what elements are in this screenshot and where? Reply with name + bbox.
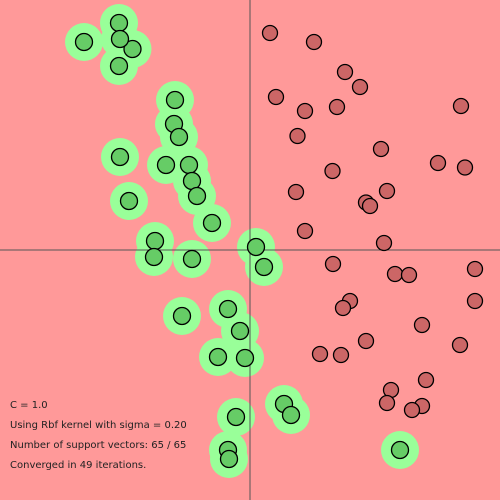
positive-data-point bbox=[230, 321, 250, 341]
positive-data-point bbox=[182, 249, 202, 269]
negative-data-point bbox=[357, 332, 375, 350]
positive-data-point bbox=[144, 247, 164, 267]
positive-data-point bbox=[74, 32, 94, 52]
positive-data-point bbox=[119, 191, 139, 211]
positive-data-point bbox=[281, 405, 301, 425]
positive-data-point bbox=[202, 213, 222, 233]
negative-data-point bbox=[456, 159, 474, 176]
negative-data-point bbox=[451, 336, 469, 354]
convergence-text: Converged in 49 iterations. bbox=[10, 460, 147, 471]
data-points-layer bbox=[74, 13, 484, 469]
negative-data-point bbox=[413, 316, 431, 334]
negative-data-point bbox=[311, 345, 329, 363]
negative-data-point bbox=[372, 140, 390, 158]
negative-data-point bbox=[289, 127, 306, 145]
positive-data-point bbox=[169, 127, 189, 147]
negative-data-point bbox=[378, 182, 396, 200]
negative-data-point bbox=[429, 154, 447, 172]
positive-data-point bbox=[109, 13, 129, 33]
negative-data-point bbox=[296, 102, 314, 120]
positive-data-point bbox=[172, 306, 192, 326]
negative-data-point bbox=[351, 78, 369, 96]
negative-data-point bbox=[417, 371, 435, 389]
negative-data-point bbox=[287, 183, 305, 201]
negative-data-point bbox=[332, 346, 350, 364]
positive-data-point bbox=[218, 299, 238, 319]
positive-data-point bbox=[390, 440, 410, 460]
negative-data-point bbox=[400, 266, 418, 284]
negative-data-point bbox=[375, 234, 393, 252]
positive-data-point bbox=[179, 155, 199, 175]
negative-data-point bbox=[296, 222, 314, 240]
negative-data-point bbox=[267, 88, 285, 106]
c-parameter-text: C = 1.0 bbox=[10, 400, 48, 411]
negative-data-point bbox=[403, 401, 421, 419]
positive-data-point bbox=[110, 29, 130, 49]
positive-data-point bbox=[165, 90, 185, 110]
negative-data-point bbox=[261, 24, 279, 42]
negative-data-point bbox=[378, 394, 396, 412]
negative-data-point bbox=[324, 162, 341, 180]
negative-data-point bbox=[305, 33, 323, 51]
positive-data-point bbox=[145, 231, 165, 251]
negative-data-point bbox=[336, 63, 354, 81]
negative-data-point bbox=[386, 265, 404, 283]
positive-data-point bbox=[219, 449, 239, 469]
negative-data-point bbox=[466, 260, 484, 278]
positive-data-point bbox=[110, 147, 130, 167]
negative-data-point bbox=[452, 97, 470, 115]
support-vectors-text: Number of support vectors: 65 / 65 bbox=[10, 440, 187, 451]
kernel-info-text: Using Rbf kernel with sigma = 0.20 bbox=[10, 420, 187, 431]
positive-data-point bbox=[156, 155, 176, 175]
positive-data-point bbox=[246, 237, 266, 257]
negative-data-point bbox=[466, 292, 484, 310]
positive-data-point bbox=[226, 407, 246, 427]
negative-data-point bbox=[361, 197, 379, 215]
positive-data-point bbox=[187, 186, 207, 206]
negative-data-point bbox=[324, 255, 342, 273]
negative-data-point bbox=[334, 299, 352, 317]
negative-data-point bbox=[328, 98, 346, 116]
positive-data-point bbox=[254, 257, 274, 277]
positive-data-point bbox=[208, 347, 228, 367]
positive-data-point bbox=[109, 56, 129, 76]
positive-data-point bbox=[123, 39, 142, 59]
positive-data-point bbox=[235, 348, 255, 368]
